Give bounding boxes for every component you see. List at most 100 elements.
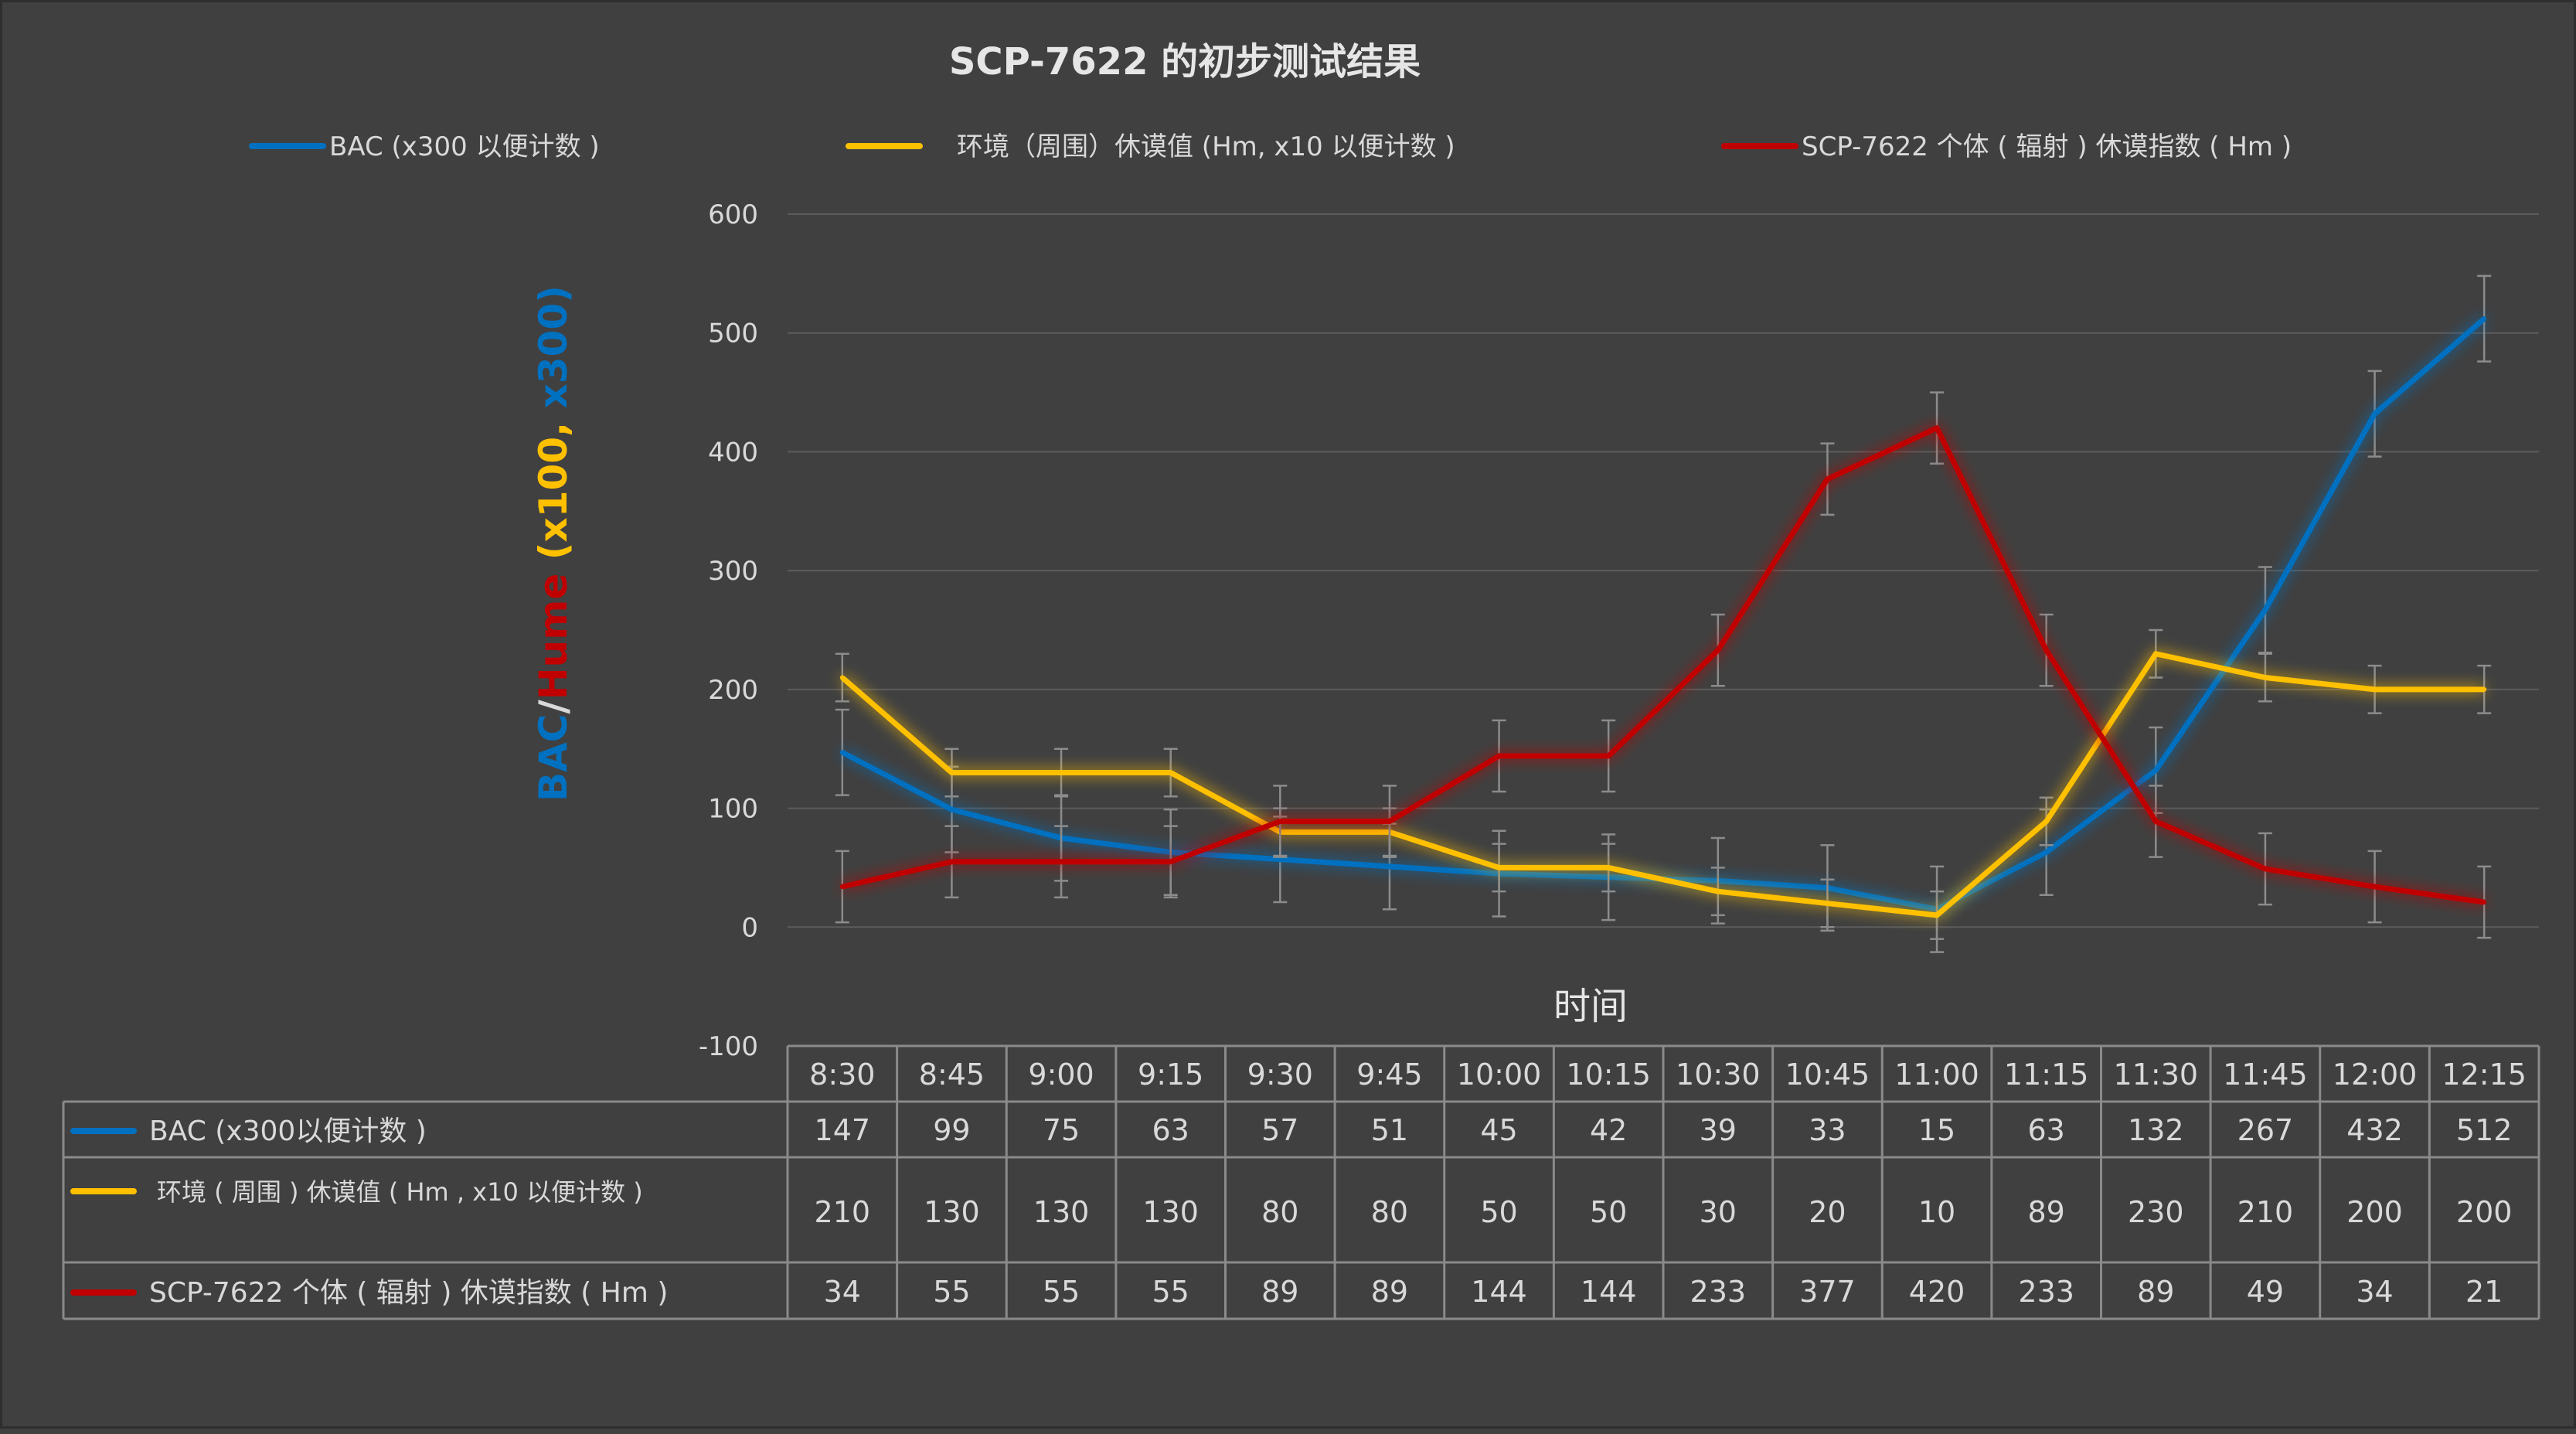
data-point	[839, 675, 845, 680]
table-cell: 80	[1371, 1195, 1408, 1229]
table-cell: 39	[1700, 1113, 1737, 1147]
data-point	[2482, 316, 2487, 322]
table-cell: 33	[1809, 1113, 1846, 1147]
table-cell: 57	[1261, 1113, 1298, 1147]
data-point	[1496, 865, 1502, 870]
table-cell: 512	[2456, 1113, 2513, 1147]
table-cell: 130	[1142, 1195, 1199, 1229]
y-tick-label: 0	[741, 912, 758, 943]
y-axis-label-part: /	[531, 699, 576, 714]
table-cell: 233	[1690, 1275, 1747, 1309]
series-line	[841, 316, 2486, 912]
y-tick-label: 600	[708, 199, 758, 230]
data-point	[1935, 425, 1940, 431]
y-axis-label: BAC/Hume (x100, x300)	[531, 285, 576, 802]
y-axis-label-part: BAC	[531, 714, 576, 802]
data-point	[2482, 686, 2487, 692]
series-layer	[835, 274, 2492, 953]
table-cell: 15	[1918, 1113, 1955, 1147]
data-point	[2372, 686, 2377, 692]
data-point	[2043, 819, 2049, 824]
data-table: 8:30 8:45 9:00 9:15 9:30 9:45 10:00 10:15 10:30 1…	[62, 1044, 2540, 1320]
legend: BAC (x300 以便计数 ) 环境（周围）休谟值 (Hm, x10 以便计数 …	[249, 131, 2292, 162]
data-point	[2262, 607, 2268, 612]
data-point	[2372, 884, 2377, 890]
table-cell: 75	[1043, 1113, 1080, 1147]
table-cell: 144	[1471, 1275, 1527, 1309]
data-point	[949, 770, 955, 775]
table-cell: 210	[2237, 1195, 2294, 1229]
data-point	[2043, 648, 2049, 653]
table-cell: 89	[2137, 1275, 2174, 1309]
y-tick-label: 400	[708, 437, 758, 468]
y-tick-label: 100	[708, 794, 758, 825]
table-cell: 10	[1918, 1195, 1955, 1229]
data-point	[839, 884, 845, 890]
gridlines	[788, 213, 2539, 928]
data-point	[1606, 753, 1611, 758]
table-cell: 130	[924, 1195, 980, 1229]
y-axis-label-part: Hume	[531, 574, 576, 700]
table-cell: 55	[1043, 1275, 1080, 1309]
y-axis-ticks: -100 0 100 200 300 400 500 600	[699, 199, 758, 1062]
y-tick-label: 300	[708, 556, 758, 587]
y-tick-label: -100	[699, 1031, 758, 1062]
table-cell: 89	[2028, 1195, 2065, 1229]
table-cell: 200	[2346, 1195, 2403, 1229]
x-axis-label: 时间	[1553, 985, 1628, 1028]
table-header-cell: 11:00	[1894, 1058, 1979, 1092]
y-axis-label-part: (x100,	[531, 408, 576, 573]
data-point	[1496, 753, 1502, 758]
table-cell: 432	[2346, 1113, 2403, 1147]
data-point	[1935, 912, 1940, 918]
data-point	[2262, 675, 2268, 680]
table-header-cell: 10:45	[1785, 1058, 1870, 1092]
table-cell: 63	[1152, 1113, 1189, 1147]
data-point	[1825, 901, 1830, 906]
data-point	[1715, 889, 1720, 894]
data-point	[1387, 819, 1392, 824]
table-cell: 132	[2128, 1113, 2184, 1147]
data-point	[949, 859, 955, 864]
y-tick-label: 500	[708, 318, 758, 349]
series-group	[835, 628, 2492, 940]
data-point	[1168, 859, 1173, 864]
table-row-label: 环境 ( 周围 ) 休谟值 ( Hm , x10 以便计数 )	[157, 1177, 643, 1207]
table-header-cell: 8:30	[809, 1058, 875, 1092]
table-header-cell: 11:45	[2223, 1058, 2308, 1092]
table-cell: 200	[2456, 1195, 2513, 1229]
table-header-cell: 10:30	[1676, 1058, 1761, 1092]
table-cell: 55	[933, 1275, 970, 1309]
series-line	[842, 425, 2485, 905]
table-header-cell: 11:15	[2004, 1058, 2089, 1092]
data-point	[2153, 651, 2159, 656]
table-cell: 51	[1371, 1113, 1408, 1147]
table-cell: 420	[1909, 1275, 1965, 1309]
table-row-label: BAC (x300以便计数 )	[149, 1116, 427, 1147]
table-header-cell: 8:45	[919, 1058, 985, 1092]
data-point	[839, 750, 845, 755]
series-group	[835, 391, 2492, 939]
data-point	[1387, 863, 1392, 869]
table-cell: 377	[1799, 1275, 1856, 1309]
data-point	[1059, 770, 1064, 775]
data-point	[2043, 850, 2049, 855]
data-point	[1715, 648, 1720, 653]
table-cell: 34	[824, 1275, 861, 1309]
data-point	[2482, 900, 2487, 905]
table-cell: 80	[1261, 1195, 1298, 1229]
table-cell: 45	[1480, 1113, 1517, 1147]
table-header-cell: 12:00	[2333, 1058, 2418, 1092]
table-cell: 30	[1700, 1195, 1737, 1229]
table-cell: 50	[1590, 1195, 1627, 1229]
table-header-cell: 12:15	[2442, 1058, 2527, 1092]
table-cell: 210	[815, 1195, 871, 1229]
table-row-label: SCP-7622 个体 ( 辐射 ) 休谟指数 ( Hm )	[149, 1277, 668, 1309]
table-cell: 130	[1033, 1195, 1090, 1229]
data-point	[2262, 866, 2268, 871]
data-point	[1606, 865, 1611, 870]
table-header-cell: 11:30	[2114, 1058, 2199, 1092]
data-point	[1278, 819, 1283, 824]
table-header-cell: 10:15	[1566, 1058, 1651, 1092]
table-header-cell: 9:45	[1356, 1058, 1422, 1092]
